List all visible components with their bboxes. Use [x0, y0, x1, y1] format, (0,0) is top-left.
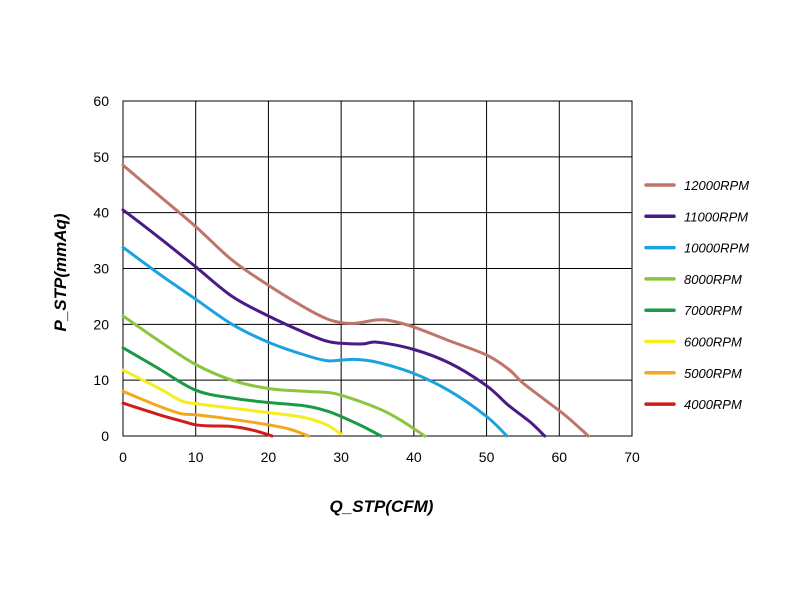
x-tick-label: 70 [624, 449, 640, 465]
series-line-8000RPM [121, 314, 427, 438]
legend-label: 7000RPM [684, 303, 742, 318]
series-line-6000RPM [121, 368, 343, 436]
y-tick-label: 50 [93, 149, 109, 165]
grid [122, 100, 633, 437]
series-line-11000RPM [121, 208, 547, 438]
x-tick-label: 10 [188, 449, 204, 465]
legend: 12000RPM 11000RPM 10000RPM 8000RPM 7000RPM 60… [644, 178, 749, 412]
series-line-12000RPM [121, 163, 590, 438]
x-tick-label: 40 [406, 449, 422, 465]
legend-label: 4000RPM [684, 397, 742, 412]
legend-label: 11000RPM [684, 209, 748, 224]
x-tick-label: 50 [479, 449, 495, 465]
y-tick-label: 30 [93, 261, 109, 277]
y-tick-label: 40 [93, 205, 109, 221]
legend-label: 10000RPM [684, 241, 749, 256]
series-line-10000RPM [121, 245, 509, 438]
legend-label: 12000RPM [684, 178, 749, 193]
x-tick-label: 0 [119, 449, 127, 465]
x-tick-label: 60 [551, 449, 567, 465]
y-tick-label: 60 [93, 93, 109, 109]
x-tick-label: 30 [333, 449, 349, 465]
x-axis-title: Q_STP(CFM) [330, 497, 434, 516]
legend-label: 8000RPM [684, 272, 742, 287]
y-tick-label: 20 [93, 316, 109, 332]
x-tick-labels: 0 10 20 30 40 50 60 70 [119, 449, 640, 465]
series-line-7000RPM [121, 346, 383, 438]
series-lines [121, 163, 590, 438]
y-tick-labels: 0 10 20 30 40 50 60 [93, 93, 109, 444]
plot-border [122, 100, 633, 437]
y-tick-label: 0 [101, 428, 109, 444]
y-tick-label: 10 [93, 372, 109, 388]
legend-label: 5000RPM [684, 366, 742, 381]
x-tick-label: 20 [261, 449, 277, 465]
y-axis-title: P_STP(mmAq) [51, 213, 70, 331]
legend-label: 6000RPM [684, 335, 742, 350]
series-line-4000RPM [121, 401, 274, 438]
series-line-5000RPM [121, 389, 310, 438]
